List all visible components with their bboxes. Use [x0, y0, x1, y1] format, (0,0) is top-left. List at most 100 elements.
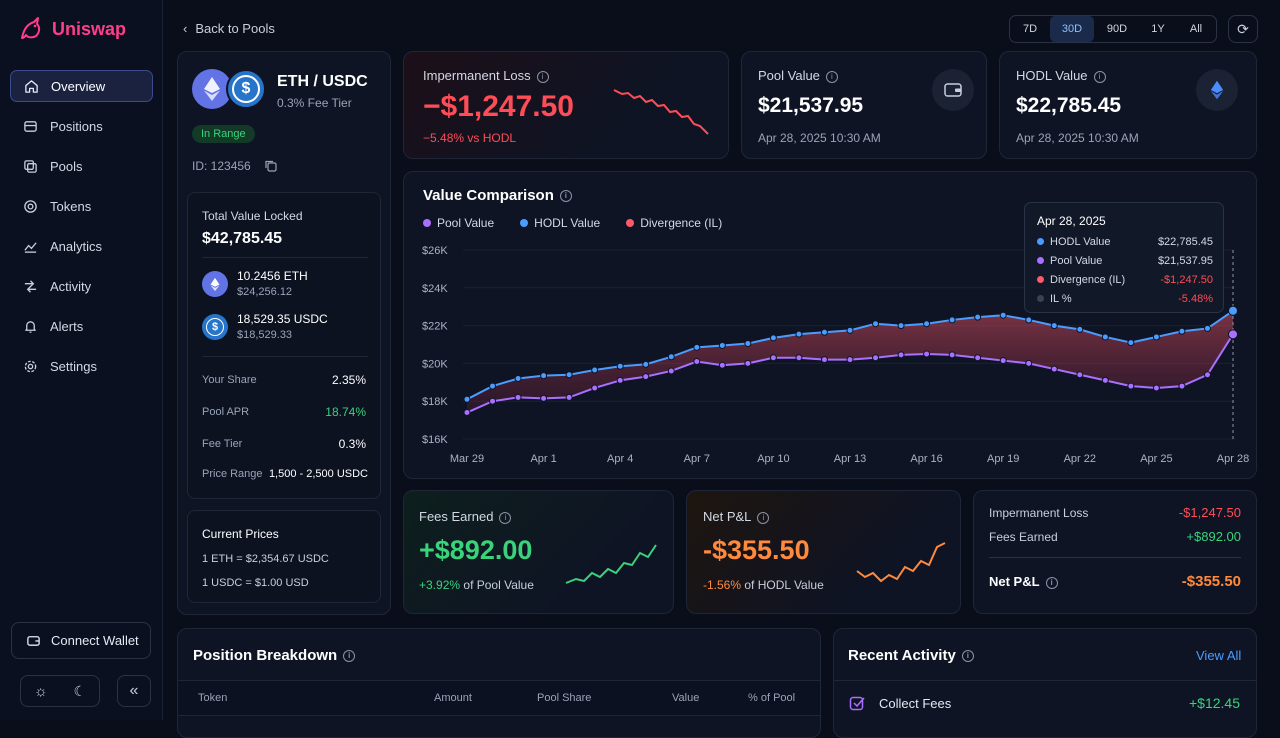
copy-icon[interactable]	[265, 159, 277, 177]
divider	[202, 356, 368, 357]
tvl-section: Total Value Locked $42,785.45 10.2456 ET…	[187, 192, 381, 499]
pool-value-point	[820, 356, 828, 364]
x-tick-label: Apr 16	[910, 453, 942, 465]
pool-value-point	[642, 373, 650, 381]
pool-value-title: Pool Value i	[758, 68, 838, 83]
hodl-value-point	[923, 320, 931, 328]
sidebar-item-positions[interactable]: Positions	[10, 110, 153, 142]
hodl-value-point	[540, 372, 548, 380]
info-icon: i	[757, 511, 770, 524]
sidebar-item-settings[interactable]: Settings	[10, 350, 153, 382]
info-icon: i	[961, 650, 974, 663]
timeframe-30d[interactable]: 30D	[1050, 16, 1094, 42]
pool-value-point	[1050, 365, 1058, 373]
hodl-value-point	[1101, 333, 1109, 341]
hodl-value-point	[974, 313, 982, 321]
hodl-value-point	[795, 330, 803, 338]
theme-toggle[interactable]: ☼ ☾	[20, 675, 100, 707]
tooltip-row-pool: Pool Value $21,537.95	[1037, 255, 1213, 267]
moon-icon[interactable]: ☾	[73, 682, 87, 699]
pool-value-point	[897, 351, 905, 359]
info-icon: i	[499, 511, 512, 524]
sidebar-item-overview[interactable]: Overview	[10, 70, 153, 102]
sidebar-item-activity[interactable]: Activity	[10, 270, 153, 302]
activity-icon	[22, 278, 38, 294]
stat-fee-tier: Fee Tier 0.3%	[202, 437, 366, 451]
col-pool-share[interactable]: Pool Share	[537, 692, 592, 704]
hodl-value-point	[820, 328, 828, 336]
refresh-icon: ⟳	[1237, 20, 1249, 37]
legend-divergence[interactable]: Divergence (IL)	[626, 216, 722, 230]
timeframe-1y[interactable]: 1Y	[1151, 23, 1165, 35]
sidebar-item-pools[interactable]: Pools	[10, 150, 153, 182]
wallet-icon	[932, 69, 974, 111]
pool-value-point	[667, 367, 675, 375]
hodl-value-point	[744, 340, 752, 348]
pool-value-point	[1025, 359, 1033, 367]
info-icon: i	[343, 650, 356, 663]
hodl-value-title: HODL Value i	[1016, 68, 1106, 83]
chart-title: Value Comparison i	[423, 187, 572, 204]
value-comparison-chart[interactable]: $16K $18K $20K $22K $24K $26K Mar 29 Apr 1 Apr 4…	[404, 172, 1258, 480]
sidebar-item-label: Activity	[50, 278, 92, 294]
collapse-sidebar-button[interactable]: «	[117, 675, 151, 707]
back-to-pools-link[interactable]: ‹ Back to Pools	[183, 21, 275, 36]
activity-item[interactable]: Collect Fees +$12.45	[849, 695, 1240, 711]
il-sparkline	[613, 89, 709, 135]
wallet-icon	[27, 636, 40, 646]
unicorn-icon	[21, 17, 41, 39]
sidebar: Uniswap Overview Positions Pools Tokens …	[0, 0, 163, 720]
pool-value-point	[565, 393, 573, 401]
stat-price-range: Price Range 1,500 - 2,500 USDC	[202, 468, 368, 480]
breakdown-title: Position Breakdown i	[193, 647, 356, 664]
chevron-left-icon: ‹	[183, 21, 188, 36]
timeframe-7d[interactable]: 7D	[1022, 23, 1038, 35]
pool-value-point	[693, 358, 701, 366]
col-pct-pool[interactable]: % of Pool	[748, 692, 796, 704]
y-tick-label: $16K	[422, 434, 448, 446]
pnl-value: -$355.50	[703, 535, 810, 565]
pool-value-point	[923, 350, 931, 358]
timeframe-90d[interactable]: 90D	[1106, 23, 1128, 35]
brand-logo[interactable]: Uniswap	[18, 16, 126, 42]
info-icon: i	[825, 70, 838, 83]
pool-value-point	[718, 361, 726, 369]
pnl-sparkline	[856, 542, 946, 583]
pool-value-point	[795, 354, 803, 362]
hodl-value-point	[1025, 316, 1033, 324]
hodl-value-point	[642, 360, 650, 368]
tooltip-date: Apr 28, 2025	[1037, 214, 1106, 228]
timeframe-all[interactable]: All	[1189, 23, 1203, 35]
col-token[interactable]: Token	[198, 692, 228, 704]
summary-il: Impermanent Loss -$1,247.50	[989, 505, 1241, 520]
sidebar-item-alerts[interactable]: Alerts	[10, 310, 153, 342]
sidebar-item-analytics[interactable]: Analytics	[10, 230, 153, 262]
legend-pool[interactable]: Pool Value	[423, 216, 494, 230]
x-tick-label: Apr 19	[987, 453, 1019, 465]
hodl-value-point	[1228, 305, 1238, 316]
pool-value-timestamp: Apr 28, 2025 10:30 AM	[758, 131, 881, 145]
pool-value-point	[769, 354, 777, 362]
sidebar-item-label: Pools	[50, 158, 83, 174]
col-amount[interactable]: Amount	[434, 692, 472, 704]
table-header: Token Amount Pool Share Value % of Pool	[178, 680, 820, 716]
info-icon: i	[1045, 576, 1058, 589]
summary-fees: Fees Earned +$892.00	[989, 529, 1241, 544]
pnl-sub: -1.56% of HODL Value	[703, 578, 824, 592]
divergence-area	[467, 310, 1233, 413]
divider	[989, 557, 1241, 558]
sidebar-item-tokens[interactable]: Tokens	[10, 190, 153, 222]
legend-hodl[interactable]: HODL Value	[520, 216, 600, 230]
hodl-value-point	[693, 343, 701, 351]
col-value[interactable]: Value	[672, 692, 700, 704]
connect-wallet-button[interactable]: Connect Wallet	[11, 622, 151, 659]
hodl-value-point	[846, 326, 854, 334]
info-icon: i	[536, 70, 549, 83]
hodl-value-point	[1127, 339, 1135, 347]
sun-icon[interactable]: ☼	[33, 682, 48, 700]
view-all-link[interactable]: View All	[1196, 648, 1242, 663]
stat-your-share: Your Share 2.35%	[202, 373, 366, 387]
tooltip-row-divergence: Divergence (IL) -$1,247.50	[1037, 274, 1213, 286]
divider	[834, 680, 1256, 681]
refresh-button[interactable]: ⟳	[1228, 15, 1258, 43]
